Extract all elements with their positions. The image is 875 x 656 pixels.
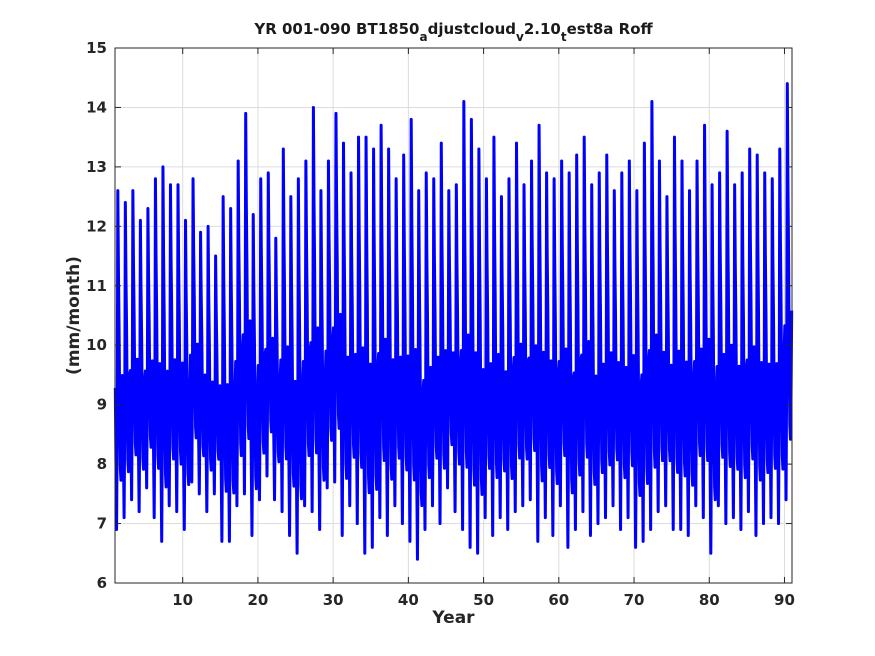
- x-tick-label: 70: [624, 591, 645, 609]
- series-line: [113, 82, 794, 561]
- x-tick-label: 30: [323, 591, 344, 609]
- y-tick-label: 14: [86, 98, 107, 116]
- y-tick-label: 6: [97, 574, 107, 592]
- x-tick-label: 90: [774, 591, 795, 609]
- x-tick-label: 60: [548, 591, 569, 609]
- series-layer: [113, 82, 794, 561]
- title-part: djustcloud: [428, 20, 516, 38]
- title-part: a: [419, 30, 427, 44]
- x-axis-label: Year: [431, 608, 475, 628]
- title-part: est8a Roff: [567, 20, 654, 38]
- x-tick-label: 40: [398, 591, 419, 609]
- title-part: t: [561, 30, 567, 44]
- y-tick-label: 9: [97, 396, 107, 414]
- ticks: 10 20 30 40 50 60 70 80 90 6 7 8 9 10 11 12 13 14 15: [86, 39, 795, 609]
- y-tick-label: 13: [86, 158, 107, 176]
- x-tick-label: 80: [699, 591, 720, 609]
- title-part: 2.10: [524, 20, 561, 38]
- title-part: v: [516, 30, 524, 44]
- x-tick-label: 50: [473, 591, 494, 609]
- y-tick-label: 12: [86, 217, 107, 235]
- y-tick-label: 8: [97, 455, 107, 473]
- y-tick-label: 7: [97, 515, 107, 533]
- chart-title: YR 001-090 BT1850adjustcloudv2.10test8a …: [253, 20, 653, 44]
- title-part: YR 001-090 BT1850: [253, 20, 419, 38]
- y-tick-label: 10: [86, 336, 107, 354]
- y-axis-label: (mm/month): [64, 256, 84, 375]
- x-tick-label: 20: [247, 591, 268, 609]
- y-tick-label: 11: [86, 277, 107, 295]
- y-tick-label: 15: [86, 39, 107, 57]
- x-tick-label: 10: [172, 591, 193, 609]
- plot-frame: [114, 47, 793, 584]
